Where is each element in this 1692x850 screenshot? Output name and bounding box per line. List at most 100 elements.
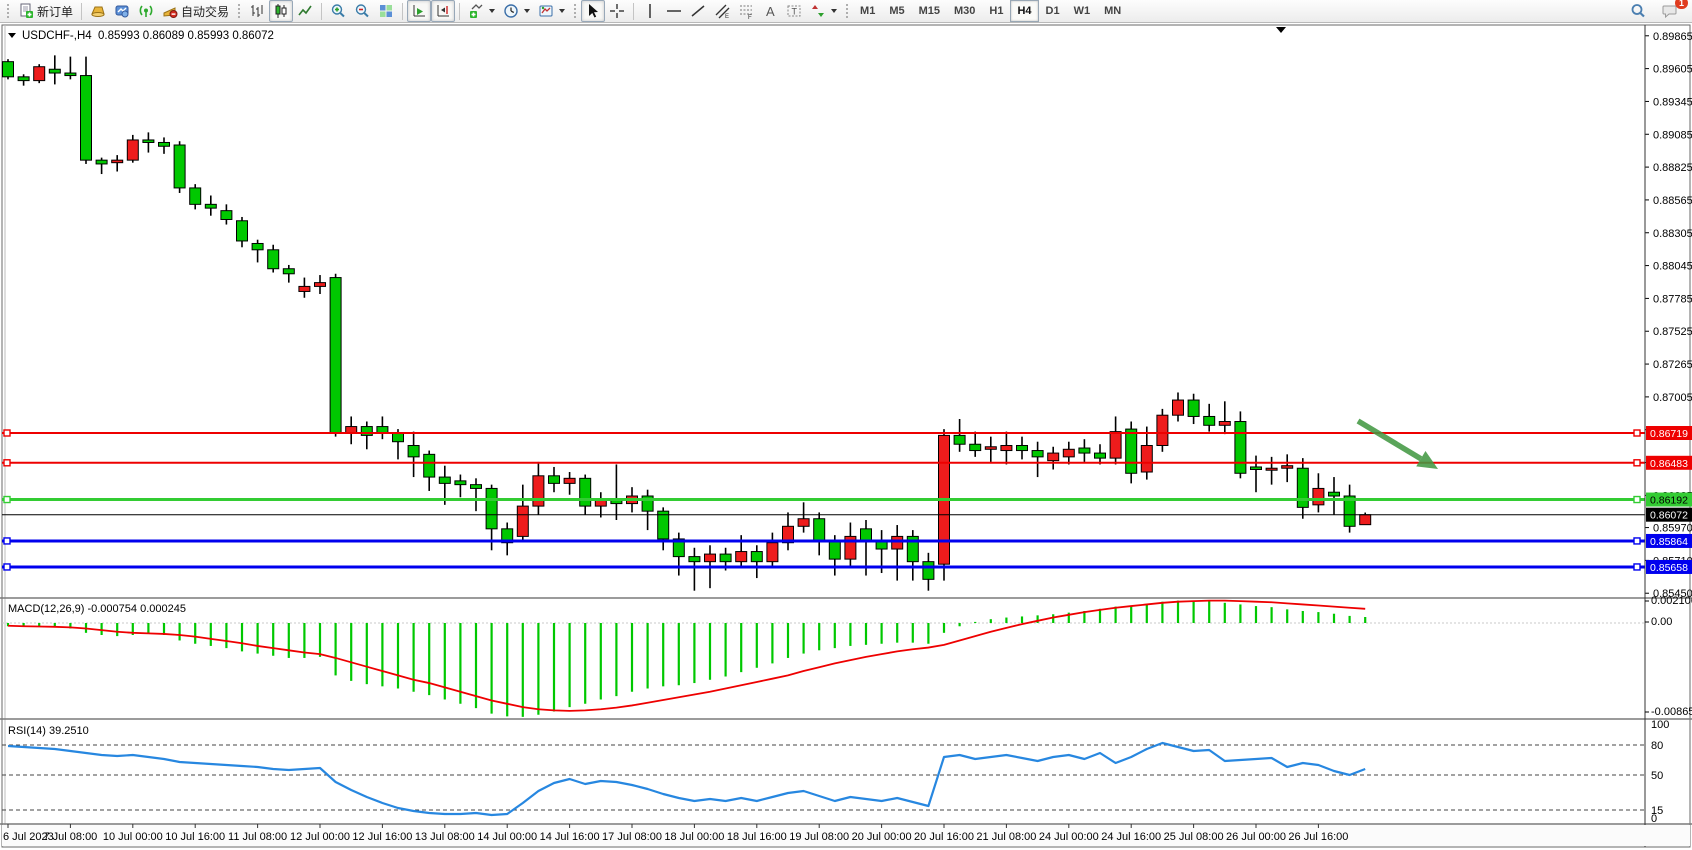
timeframe-button-m30[interactable]: M30: [954, 5, 976, 17]
bear-candle: [360, 426, 373, 436]
timeframe-button-w1[interactable]: W1: [1073, 5, 1091, 17]
dropdown-caret-icon[interactable]: [489, 9, 496, 13]
horizontal-line-button[interactable]: [662, 0, 686, 22]
bear-candle: [204, 203, 217, 209]
bear-candle: [454, 480, 467, 486]
new-order-button[interactable]: 新订单: [14, 0, 77, 22]
toolbar-gripper[interactable]: [573, 3, 578, 19]
fibonacci-button[interactable]: F: [734, 0, 758, 22]
notification-badge: 1: [1674, 0, 1688, 9]
toolbar-gripper[interactable]: [237, 3, 242, 19]
candle-chart-button[interactable]: [269, 0, 294, 22]
svg-text:17 Jul 08:00: 17 Jul 08:00: [602, 831, 662, 843]
price-chart-canvas[interactable]: 0.89865 0.89605 0.89345 0.89085 0.88825 0.885…: [0, 23, 1692, 850]
crosshair-button[interactable]: [605, 0, 629, 22]
bear-candle: [672, 538, 685, 558]
crosshair-icon: [610, 4, 625, 18]
horizontal-line-object[interactable]: 0.85658: [2, 559, 1692, 574]
zoom-out-button[interactable]: [350, 0, 374, 22]
bear-candle: [142, 139, 155, 143]
macd-panel[interactable]: 0.002106 0.00 -0.008658: [2, 595, 1692, 718]
timeframe-button-m5[interactable]: M5: [889, 5, 905, 17]
horizontal-line-object[interactable]: 0.86483: [2, 455, 1692, 470]
bear-candle: [688, 556, 701, 563]
chart-window[interactable]: 0.89865 0.89605 0.89345 0.89085 0.88825 0.885…: [0, 23, 1692, 850]
trend-arrow-annotation[interactable]: [1356, 418, 1438, 469]
scroll-marker-icon[interactable]: [1276, 27, 1286, 33]
templates-button[interactable]: [534, 0, 569, 22]
chevron-down-icon[interactable]: [8, 33, 16, 39]
indicators-button[interactable]: [464, 0, 499, 22]
bear-candle: [922, 561, 935, 580]
notifications-button[interactable]: 1: [1658, 0, 1688, 22]
timeframe-button-h4[interactable]: H4: [1010, 0, 1039, 22]
chart-shift-button[interactable]: [431, 0, 456, 22]
horizontal-line-object[interactable]: 0.86719: [2, 426, 1692, 440]
horizontal-line-object[interactable]: 0.85864: [2, 533, 1692, 548]
cursor-button[interactable]: [581, 0, 606, 22]
svg-text:0.86192: 0.86192: [1650, 495, 1688, 507]
horizontal-line-object[interactable]: 0.86192: [2, 492, 1692, 507]
bear-candle: [657, 510, 670, 540]
text-label-button[interactable]: T: [782, 0, 806, 22]
toolbar-gripper[interactable]: [6, 3, 10, 19]
toolbar-gripper[interactable]: [845, 3, 850, 19]
periods-button[interactable]: [499, 0, 534, 22]
line-chart-button[interactable]: [293, 0, 317, 22]
channel-button[interactable]: E: [710, 0, 734, 22]
bull-candle: [1218, 421, 1231, 426]
svg-text:E: E: [725, 14, 729, 19]
vline-icon: [649, 4, 651, 18]
hline-icon: [667, 10, 682, 12]
svg-text:0.88305: 0.88305: [1653, 228, 1692, 240]
bear-candle: [173, 144, 186, 189]
svg-text:14 Jul 16:00: 14 Jul 16:00: [540, 831, 600, 843]
arrows-button[interactable]: [806, 0, 841, 22]
bear-candle: [95, 159, 108, 165]
market-button[interactable]: [86, 0, 110, 22]
dropdown-caret-icon[interactable]: [559, 9, 566, 13]
codebase-button[interactable]: [110, 0, 134, 22]
dropdown-caret-icon[interactable]: [831, 9, 838, 13]
price-level-badge: [1646, 492, 1692, 507]
svg-text:0.89345: 0.89345: [1653, 96, 1692, 108]
bar-chart-button[interactable]: [245, 0, 269, 22]
zoom-in-button[interactable]: [326, 0, 350, 22]
vertical-line-button[interactable]: [638, 0, 662, 22]
timeframe-button-m15[interactable]: M15: [918, 5, 940, 17]
svg-text:21 Jul 08:00: 21 Jul 08:00: [976, 831, 1036, 843]
bear-candle: [813, 518, 826, 542]
candles-chart-icon: [275, 4, 287, 18]
bull-candle: [1172, 399, 1184, 416]
bull-candle: [516, 505, 529, 537]
bear-candle: [267, 249, 280, 270]
trendline-button[interactable]: [686, 0, 710, 22]
price-level-badge: [1646, 533, 1692, 548]
bull-candle: [111, 159, 124, 164]
bear-candle: [2, 61, 14, 78]
bear-candle: [1250, 466, 1262, 470]
timeframe-button-d1[interactable]: D1: [1045, 5, 1060, 17]
channel-icon: E: [715, 4, 730, 19]
rsi-indicator-label: RSI(14) 39.2510: [8, 725, 89, 737]
tile-windows-button[interactable]: [374, 0, 398, 22]
bear-candle: [1296, 467, 1309, 508]
svg-text:0.89085: 0.89085: [1653, 129, 1692, 141]
bear-candle: [158, 141, 170, 147]
trendline-icon: [691, 5, 705, 17]
bear-candle: [1094, 452, 1106, 459]
timeframe-button-mn[interactable]: MN: [1104, 5, 1122, 17]
signals-button[interactable]: [134, 0, 158, 22]
autotrading-button[interactable]: 自动交易: [158, 0, 233, 22]
text-button[interactable]: A: [758, 0, 782, 22]
bear-candle: [828, 540, 841, 560]
timeframe-button-m1[interactable]: M1: [860, 5, 876, 17]
bull-candle: [33, 66, 46, 82]
timeframe-button-h1[interactable]: H1: [989, 5, 1004, 17]
bull-candle: [704, 553, 716, 563]
auto-scroll-button[interactable]: [407, 0, 432, 22]
rsi-panel[interactable]: 100 80 50 150: [2, 719, 1669, 825]
dropdown-caret-icon[interactable]: [524, 9, 531, 13]
search-button[interactable]: [1626, 0, 1650, 22]
